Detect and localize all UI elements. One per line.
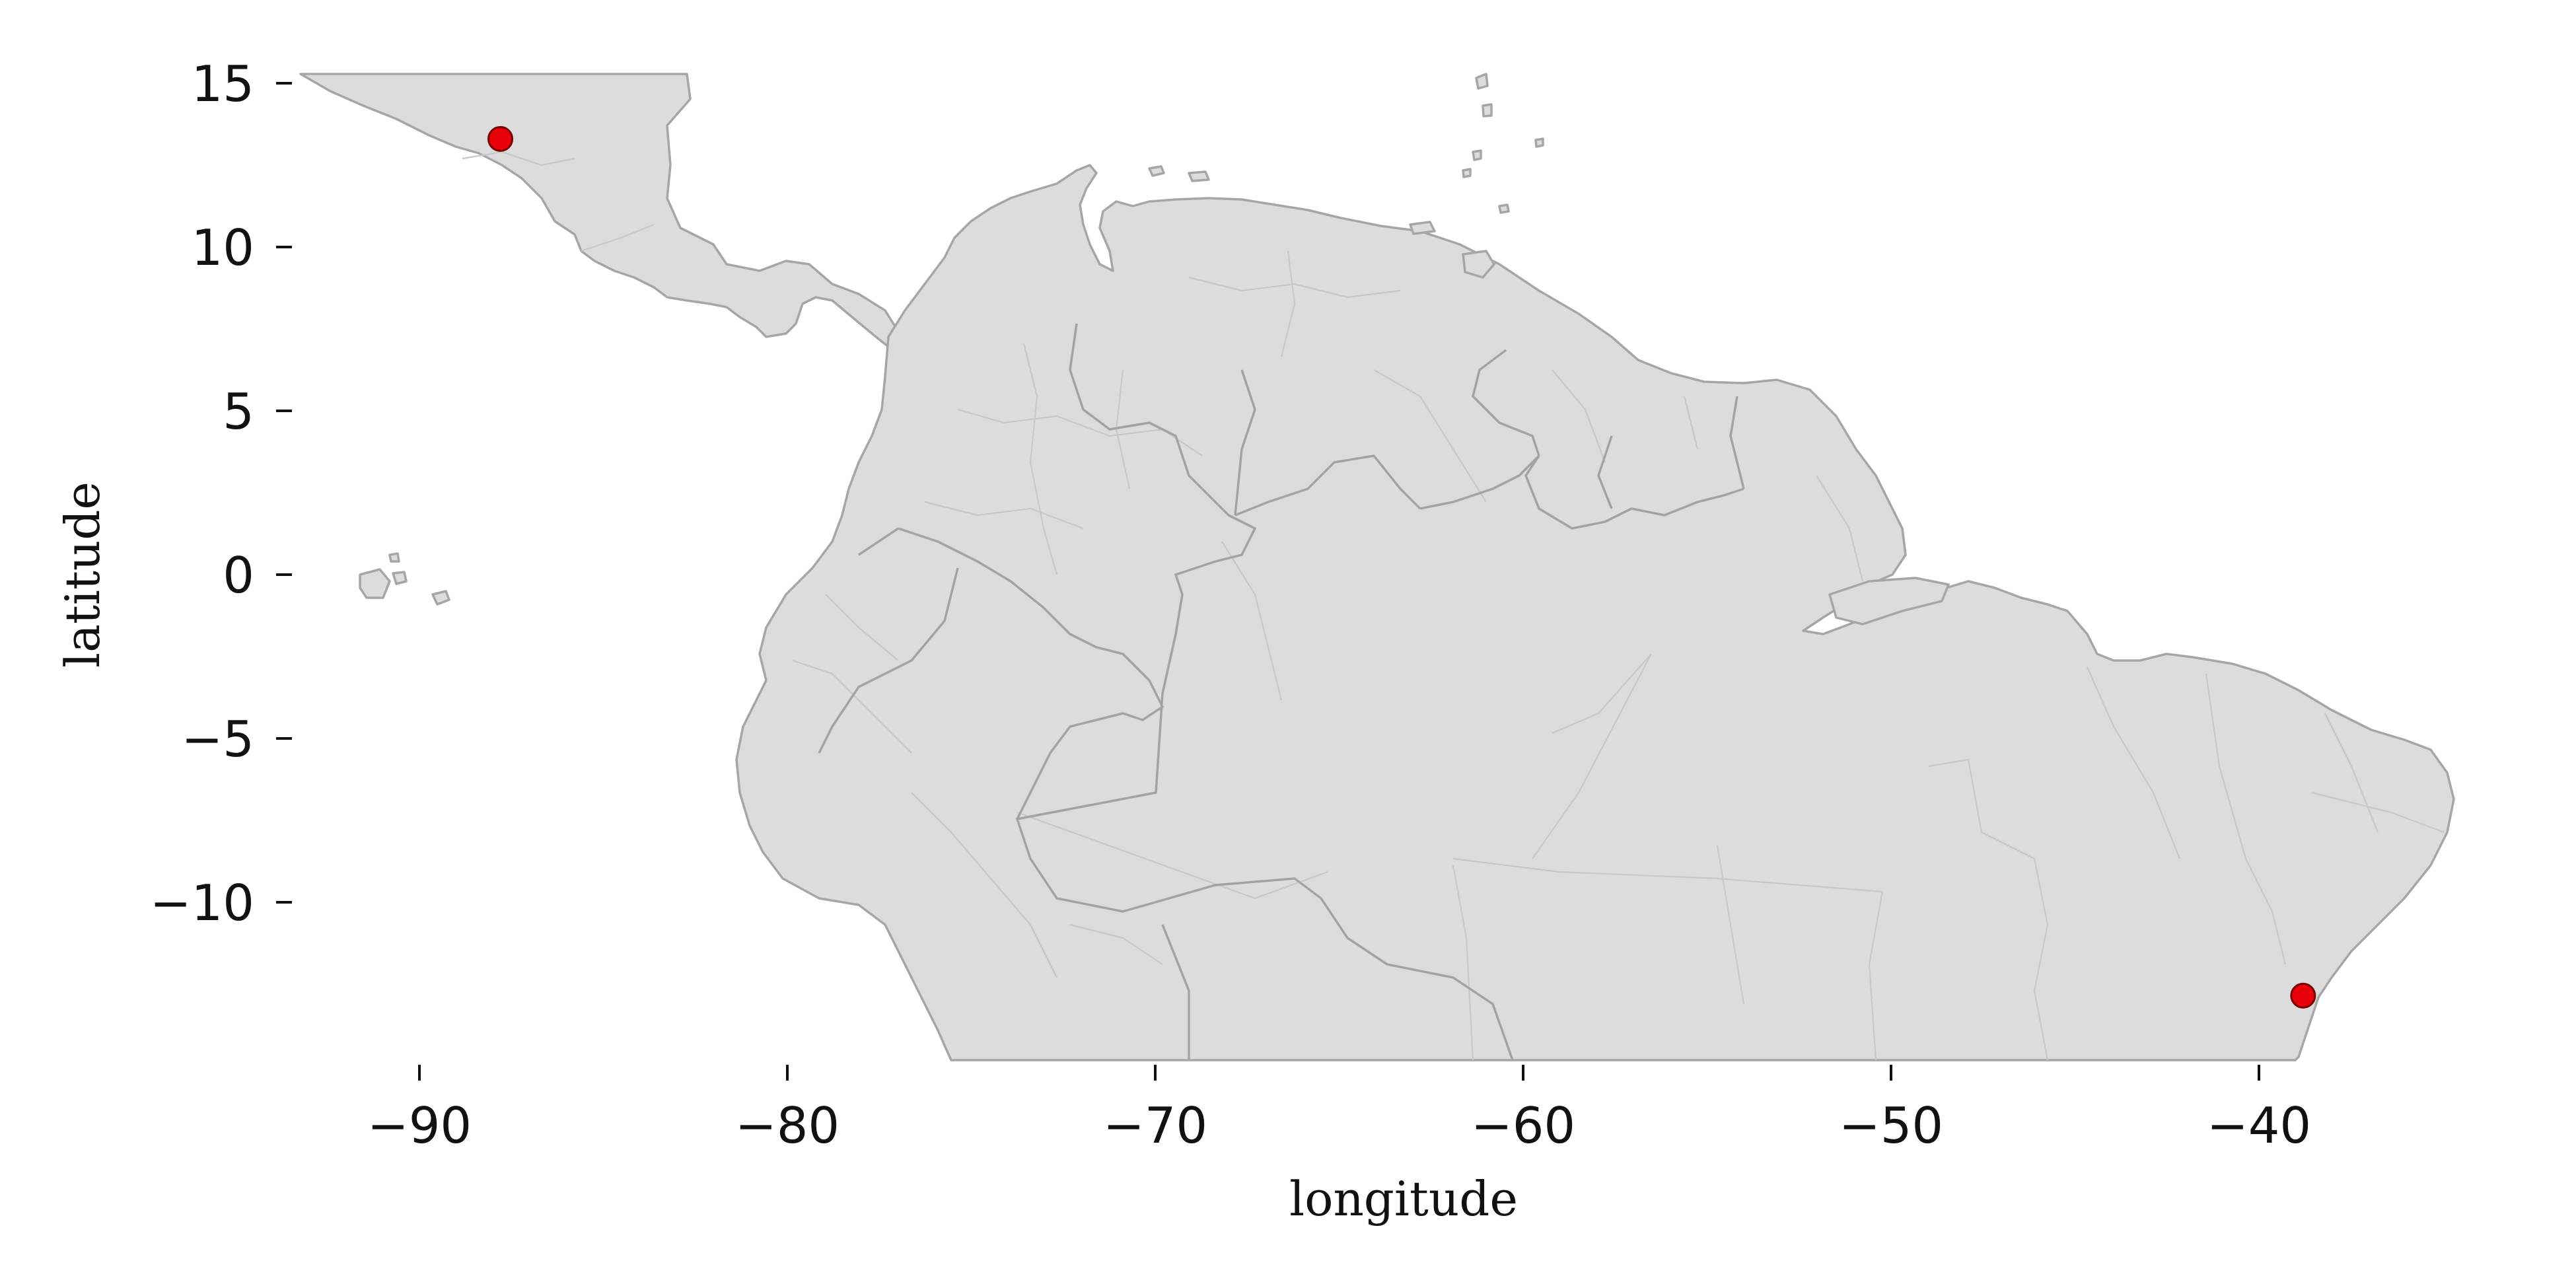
- y-tick-label: −5: [181, 710, 254, 768]
- y-tick-label: 15: [192, 55, 254, 113]
- margarita-island: [1409, 221, 1436, 235]
- x-axis-label: longitude: [1289, 1171, 1518, 1227]
- galapagos-island: [431, 590, 450, 606]
- south-america-landmass: [735, 164, 2455, 1061]
- location-marker[interactable]: [2290, 982, 2316, 1009]
- antilles-island: [1475, 73, 1489, 90]
- galapagos-island: [359, 568, 391, 599]
- marajo-island: [1828, 577, 1950, 626]
- tobago-island: [1498, 203, 1510, 214]
- x-tick-label: −80: [735, 1096, 840, 1155]
- aruba-island: [1148, 165, 1165, 177]
- x-tick-label: −60: [1471, 1096, 1575, 1155]
- curacao-island: [1188, 170, 1210, 182]
- admin-boundaries: [462, 151, 2445, 1061]
- y-tick-label: 0: [223, 546, 254, 604]
- x-axis: −90 −80 −70 −60 −50 −40: [367, 1065, 2311, 1155]
- y-tick-label: 5: [223, 382, 254, 441]
- land-layer: [299, 73, 2455, 1061]
- location-marker[interactable]: [487, 125, 514, 152]
- antilles-island: [1462, 168, 1472, 178]
- points-layer: [487, 125, 2316, 1009]
- trinidad-island: [1462, 250, 1495, 279]
- y-tick-label: 10: [192, 219, 254, 277]
- x-tick-label: −70: [1103, 1096, 1207, 1155]
- y-axis: 15 10 5 0 −5 −10: [150, 55, 292, 932]
- antilles-island: [1472, 149, 1482, 161]
- x-tick-label: −50: [1839, 1096, 1943, 1155]
- galapagos-island: [392, 571, 408, 585]
- x-tick-label: −40: [2207, 1096, 2311, 1155]
- national-borders: [818, 323, 1745, 1061]
- antilles-island: [1534, 137, 1544, 148]
- galapagos-island: [388, 552, 400, 563]
- y-tick-label: −10: [150, 874, 254, 932]
- antilles-island: [1482, 103, 1493, 118]
- x-tick-label: −90: [367, 1096, 472, 1155]
- y-axis-label: latitude: [55, 482, 110, 668]
- central-america-landmass: [299, 73, 903, 348]
